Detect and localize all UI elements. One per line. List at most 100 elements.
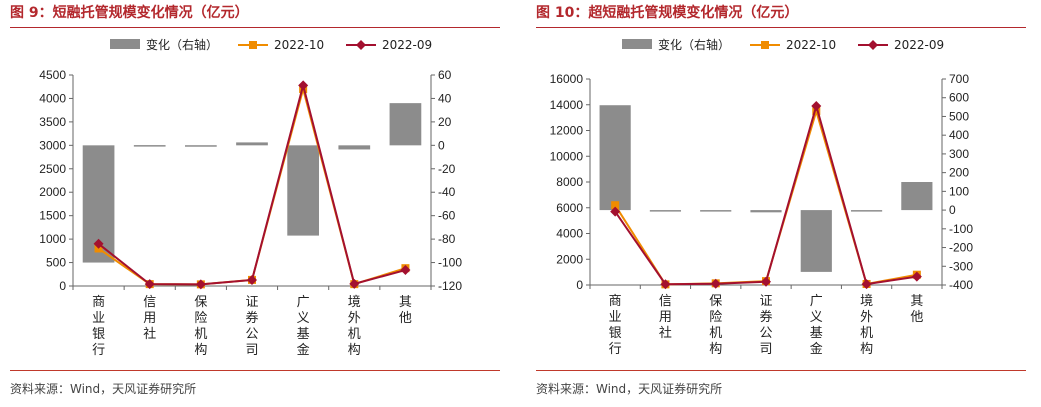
y-right-tick-label: 400 — [949, 128, 969, 142]
category-label: 社 — [659, 325, 672, 341]
category-label: 构 — [194, 343, 207, 358]
title-rule — [536, 27, 1026, 28]
point-diamond-marker — [710, 278, 721, 289]
legend-swatch-bar — [622, 39, 652, 49]
y-right-tick-label: 0 — [438, 138, 445, 152]
category-label: 义 — [810, 310, 823, 325]
y-left-tick-label: 0 — [59, 279, 66, 293]
y-right-tick-label: -400 — [949, 278, 973, 292]
bar — [800, 210, 832, 272]
point-diamond-marker — [93, 238, 104, 249]
bar — [236, 142, 268, 146]
point-diamond-marker — [400, 265, 411, 276]
legend-label: 2022-10 — [786, 38, 836, 52]
bar — [750, 210, 782, 213]
chart-title: 图 9：短融托管规模变化情况（亿元） — [10, 5, 249, 21]
category-label: 司 — [759, 342, 772, 357]
point-square-marker — [611, 201, 620, 210]
series-line — [614, 102, 918, 286]
legend-swatch-diamond-marker — [868, 40, 878, 50]
bar — [599, 105, 631, 211]
legend-label: 变化（右轴） — [146, 37, 218, 52]
point-diamond-marker — [349, 278, 360, 289]
category-label: 司 — [245, 343, 258, 358]
y-left-tick-label: 4500 — [39, 68, 66, 82]
category-label: 机 — [860, 326, 873, 341]
y-left-tick-label: 3000 — [39, 138, 66, 152]
bar — [850, 210, 883, 212]
category-label: 行 — [609, 342, 622, 357]
source-note: 资料来源：Wind，天风证券研究所 — [536, 382, 723, 396]
legend-label: 2022-09 — [894, 38, 944, 52]
category-label: 金 — [810, 341, 823, 357]
category-label: 广 — [810, 294, 823, 309]
category-label: 券 — [759, 309, 772, 325]
bar — [700, 210, 732, 212]
y-right-tick-label: -60 — [438, 209, 456, 223]
category-label: 他 — [910, 310, 923, 325]
bar — [901, 182, 933, 211]
legend-label: 2022-09 — [382, 38, 432, 52]
bar — [389, 103, 422, 146]
category-label: 社 — [143, 326, 156, 342]
category-label: 构 — [348, 343, 361, 358]
category-label: 保 — [709, 294, 722, 309]
bar — [185, 145, 217, 147]
legend-swatch-square-marker — [249, 41, 257, 49]
category-label: 基 — [297, 327, 310, 342]
category-label: 业 — [92, 311, 105, 326]
y-right-tick-label: -80 — [438, 232, 456, 246]
y-left-tick-label: 10000 — [550, 149, 584, 163]
point-diamond-marker — [298, 80, 309, 91]
category-label: 外 — [348, 311, 361, 326]
category-label: 银 — [92, 327, 105, 342]
y-left-tick-label: 14000 — [550, 98, 584, 112]
bar — [287, 145, 319, 236]
category-label: 他 — [399, 311, 412, 326]
category-label: 义 — [297, 311, 310, 326]
series-line — [614, 107, 918, 286]
category-label: 构 — [860, 342, 873, 357]
category-label: 其 — [399, 295, 412, 310]
y-right-tick-label: -100 — [438, 256, 462, 270]
y-left-tick-label: 2000 — [556, 252, 583, 266]
y-right-tick-label: 20 — [438, 115, 452, 129]
chart-title: 图 10：超短融托管规模变化情况（亿元） — [536, 5, 799, 21]
y-right-tick-label: 100 — [949, 184, 969, 198]
category-label: 券 — [245, 310, 258, 326]
category-label: 用 — [659, 310, 672, 325]
category-label: 公 — [245, 327, 258, 342]
category-label: 机 — [348, 327, 361, 342]
chart-short-term: 0 500 1000 1500 2000 2500 3000 3500 4000 4500 -120… — [39, 37, 462, 358]
point-diamond-marker — [195, 279, 206, 290]
y-left-tick-label: 1500 — [39, 209, 66, 223]
category-label: 险 — [194, 311, 207, 326]
point-square-marker — [812, 107, 821, 116]
y-left-tick-label: 2000 — [39, 185, 66, 199]
category-label: 金 — [297, 342, 310, 358]
y-left-tick-label: 1000 — [39, 232, 66, 246]
chart-panel-short-term: 图 9：短融托管规模变化情况（亿元） 0 500 1000 1500 2000 2500 3… — [0, 0, 515, 407]
y-right-tick-label: -20 — [438, 162, 456, 176]
point-diamond-marker — [861, 279, 872, 290]
chart-super-short-term: 0200040006000800010000120001400016000-40… — [550, 37, 974, 357]
category-label: 险 — [709, 310, 722, 325]
y-left-tick-label: 8000 — [556, 175, 583, 189]
y-right-tick-label: 500 — [949, 109, 969, 123]
y-left-tick-label: 0 — [576, 278, 583, 292]
category-label: 业 — [609, 310, 622, 325]
legend-swatch-diamond-marker — [356, 40, 366, 50]
category-label: 信 — [143, 295, 156, 310]
bar — [649, 210, 682, 212]
category-label: 境 — [348, 295, 361, 310]
bar — [338, 145, 371, 150]
category-label: 公 — [759, 326, 772, 341]
y-right-tick-label: -120 — [438, 279, 462, 293]
category-label: 外 — [860, 310, 873, 325]
y-right-tick-label: 300 — [949, 147, 969, 161]
y-left-tick-label: 12000 — [550, 124, 584, 138]
y-left-tick-label: 4000 — [39, 91, 66, 105]
legend-swatch-square-marker — [761, 41, 769, 49]
point-diamond-marker — [247, 274, 257, 285]
y-left-tick-label: 4000 — [556, 227, 583, 241]
